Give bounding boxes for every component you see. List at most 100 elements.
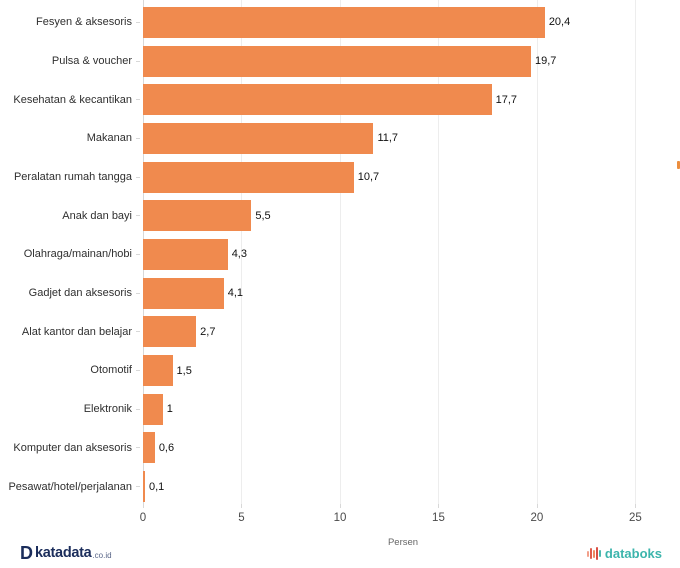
databoks-logo[interactable]: databoks	[586, 546, 662, 561]
gridline	[241, 0, 243, 504]
value-label: 20,4	[548, 16, 571, 29]
category-label: Otomotif	[90, 364, 132, 377]
bar[interactable]	[143, 122, 374, 154]
bar-area: 10,7	[136, 158, 663, 197]
databoks-icon-bar	[592, 549, 595, 558]
bar-row: Alat kantor dan belajar 2,7	[0, 313, 663, 352]
value-label: 11,7	[377, 132, 399, 145]
databoks-icon-bar	[586, 550, 589, 557]
value-label: 1,5	[176, 364, 192, 377]
category-tick-mark	[136, 137, 140, 139]
category-label: Olahraga/mainan/hobi	[23, 248, 132, 261]
category-label: Peralatan rumah tangga	[13, 171, 132, 184]
bar-row: Makanan 11,7	[0, 119, 663, 158]
category-label: Alat kantor dan belajar	[21, 325, 132, 338]
gridline	[536, 0, 538, 504]
bar-row: Fesyen & aksesoris 20,4	[0, 3, 663, 42]
bar-area: 1,5	[136, 351, 663, 390]
category-tick-mark	[136, 447, 140, 449]
databoks-bars-icon	[586, 547, 602, 561]
value-label: 0,6	[158, 441, 175, 454]
bar[interactable]	[143, 393, 163, 425]
bar-area: 4,1	[136, 274, 663, 313]
bar[interactable]	[143, 316, 197, 348]
bar[interactable]	[143, 6, 545, 38]
bar-row: Anak dan bayi 5,5	[0, 196, 663, 235]
databoks-icon-bar	[595, 547, 598, 560]
bar-row: Olahraga/mainan/hobi 4,3	[0, 235, 663, 274]
category-label: Pesawat/hotel/perjalanan	[8, 480, 132, 493]
value-label: 10,7	[357, 171, 380, 184]
bar-row: Otomotif 1,5	[0, 351, 663, 390]
x-tick-label: 25	[629, 512, 642, 524]
bar[interactable]	[143, 355, 173, 387]
x-tick-label: 20	[530, 512, 544, 524]
bar-area: 2,7	[136, 313, 663, 352]
bar[interactable]	[143, 161, 354, 193]
bar-area: 17,7	[136, 80, 663, 119]
bar[interactable]	[143, 84, 492, 116]
bar-area: 5,5	[136, 196, 663, 235]
category-label: Anak dan bayi	[62, 209, 132, 222]
category-label: Gadjet dan aksesoris	[28, 287, 132, 300]
category-label: Makanan	[86, 132, 132, 145]
x-tick-mark	[241, 504, 243, 508]
gridline	[339, 0, 341, 504]
katadata-logo[interactable]: D katadata .co.id	[20, 544, 112, 562]
gridline	[635, 0, 637, 504]
value-label: 2,7	[200, 325, 216, 338]
katadata-brand-text: katadata	[35, 545, 92, 561]
bar-area: 0,1	[136, 467, 663, 506]
databoks-brand-text: databoks	[604, 546, 662, 561]
category-label: Komputer dan aksesoris	[13, 441, 132, 454]
value-label: 19,7	[535, 55, 557, 68]
bar[interactable]	[143, 238, 228, 270]
x-tick-label: 5	[238, 512, 245, 524]
category-label: Fesyen & aksesoris	[36, 16, 132, 29]
bar-rows: Fesyen & aksesoris 20,4 Pulsa & voucher 19,…	[0, 3, 663, 506]
value-label: 0,1	[148, 480, 165, 493]
bar-row: Komputer dan aksesoris 0,6	[0, 429, 663, 468]
bar-area: 0,6	[136, 429, 663, 468]
x-tick-mark	[635, 504, 637, 508]
bar-row: Gadjet dan aksesoris 4,1	[0, 274, 663, 313]
category-tick-mark	[136, 176, 140, 178]
value-label: 5,5	[255, 209, 271, 222]
bar-area: 19,7	[136, 42, 663, 81]
katadata-domain-suffix: .co.id	[92, 551, 112, 560]
bar-row: Pesawat/hotel/perjalanan 0,1	[0, 467, 663, 506]
category-tick-mark	[136, 370, 140, 372]
category-tick-mark	[136, 408, 140, 410]
category-tick-mark	[136, 486, 140, 488]
category-tick-mark	[136, 215, 140, 217]
edge-clipped-element	[677, 161, 680, 169]
x-axis-title: Persen	[387, 537, 419, 548]
category-tick-mark	[136, 292, 140, 294]
bar-row: Pulsa & voucher 19,7	[0, 42, 663, 81]
x-tick-label: 0	[139, 512, 147, 524]
bar-row: Kesehatan & kecantikan 17,7	[0, 80, 663, 119]
category-tick-mark	[136, 60, 140, 62]
x-axis: Persen 0 5 10 15 20 25	[139, 504, 663, 560]
bar-area: 4,3	[136, 235, 663, 274]
category-tick-mark	[136, 21, 140, 23]
value-label: 4,3	[231, 248, 247, 261]
bar[interactable]	[143, 432, 155, 464]
databoks-icon-bar	[598, 550, 601, 557]
x-tick-label: 15	[432, 512, 445, 524]
bar-row: Peralatan rumah tangga 10,7	[0, 158, 663, 197]
bar-row: Elektronik 1	[0, 390, 663, 429]
category-label: Pulsa & voucher	[51, 54, 132, 67]
bar[interactable]	[143, 45, 532, 77]
category-tick-mark	[136, 253, 140, 255]
bar[interactable]	[143, 471, 145, 503]
x-tick-mark	[438, 504, 440, 508]
x-tick-label: 10	[333, 512, 347, 524]
bar[interactable]	[143, 277, 224, 309]
bar-area: 11,7	[136, 119, 663, 158]
bar[interactable]	[143, 200, 252, 232]
value-label: 17,7	[495, 93, 518, 106]
x-tick-mark	[339, 504, 341, 508]
category-tick-mark	[136, 99, 140, 101]
category-label: Kesehatan & kecantikan	[13, 93, 132, 106]
